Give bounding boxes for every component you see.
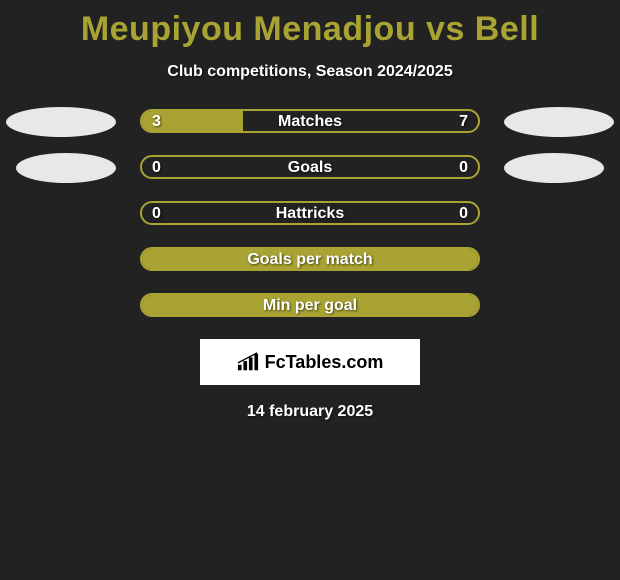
comparison-subtitle: Club competitions, Season 2024/2025 xyxy=(0,63,620,81)
stat-row: Goals per match xyxy=(0,247,620,273)
stat-rows: 37Matches 00Goals 00Hattricks Goals per mat… xyxy=(0,109,620,319)
stat-label: Goals per match xyxy=(142,249,478,271)
stat-row: Min per goal xyxy=(0,293,620,319)
comparison-date: 14 february 2025 xyxy=(0,403,620,421)
comparison-title: Meupiyou Menadjou vs Bell xyxy=(0,0,620,49)
player-badge-right xyxy=(504,107,614,137)
stat-bar: Goals per match xyxy=(140,247,480,271)
player-badge-left xyxy=(16,153,116,183)
stat-label: Hattricks xyxy=(142,203,478,225)
logo-box: FcTables.com xyxy=(200,339,420,385)
stat-bar: 00Goals xyxy=(140,155,480,179)
player-badge-right xyxy=(504,153,604,183)
stat-row: 37Matches xyxy=(0,109,620,135)
logo-text: FcTables.com xyxy=(265,352,384,373)
stat-label: Min per goal xyxy=(142,295,478,317)
stat-row: 00Hattricks xyxy=(0,201,620,227)
stat-bar: 00Hattricks xyxy=(140,201,480,225)
stat-bar: Min per goal xyxy=(140,293,480,317)
stat-row: 00Goals xyxy=(0,155,620,181)
stat-label: Matches xyxy=(142,111,478,133)
logo: FcTables.com xyxy=(237,352,384,373)
stat-label: Goals xyxy=(142,157,478,179)
stat-bar: 37Matches xyxy=(140,109,480,133)
player-badge-left xyxy=(6,107,116,137)
bar-chart-icon xyxy=(237,352,259,372)
